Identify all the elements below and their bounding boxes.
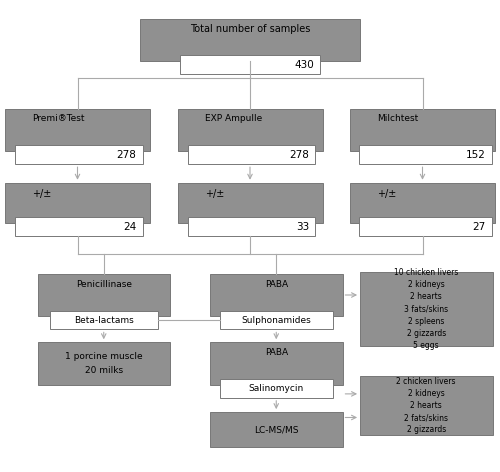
FancyBboxPatch shape bbox=[360, 376, 492, 435]
Text: +/±: +/± bbox=[205, 189, 224, 200]
Text: 278: 278 bbox=[116, 150, 136, 160]
FancyBboxPatch shape bbox=[5, 109, 150, 151]
Text: Total number of samples: Total number of samples bbox=[190, 24, 310, 34]
FancyBboxPatch shape bbox=[359, 145, 492, 164]
Text: 278: 278 bbox=[289, 150, 309, 160]
Text: LC-MS/MS: LC-MS/MS bbox=[254, 425, 298, 434]
Text: 2 chicken livers
2 kidneys
2 hearts
2 fats/skins
2 gizzards: 2 chicken livers 2 kidneys 2 hearts 2 fa… bbox=[396, 377, 456, 435]
FancyBboxPatch shape bbox=[210, 412, 342, 447]
FancyBboxPatch shape bbox=[178, 109, 322, 151]
Text: EXP Ampulle: EXP Ampulle bbox=[205, 114, 262, 124]
Text: Premi®Test: Premi®Test bbox=[32, 114, 85, 124]
FancyBboxPatch shape bbox=[220, 379, 332, 398]
FancyBboxPatch shape bbox=[140, 19, 360, 61]
Text: 10 chicken livers
2 kidneys
2 hearts
3 fats/skins
2 spleens
2 gizzards
5 eggs: 10 chicken livers 2 kidneys 2 hearts 3 f… bbox=[394, 268, 458, 350]
FancyBboxPatch shape bbox=[178, 183, 322, 223]
Text: 27: 27 bbox=[472, 221, 486, 232]
FancyBboxPatch shape bbox=[360, 272, 492, 346]
Text: 24: 24 bbox=[123, 221, 136, 232]
Text: PABA: PABA bbox=[264, 348, 288, 357]
Text: Milchtest: Milchtest bbox=[378, 114, 419, 124]
FancyBboxPatch shape bbox=[38, 342, 170, 385]
FancyBboxPatch shape bbox=[15, 145, 142, 164]
FancyBboxPatch shape bbox=[50, 311, 158, 329]
Text: Beta-lactams: Beta-lactams bbox=[74, 315, 134, 325]
Text: Salinomycin: Salinomycin bbox=[248, 384, 304, 393]
FancyBboxPatch shape bbox=[188, 217, 315, 236]
FancyBboxPatch shape bbox=[350, 183, 495, 223]
FancyBboxPatch shape bbox=[38, 274, 170, 316]
Text: Penicillinase: Penicillinase bbox=[76, 279, 132, 289]
Text: PABA: PABA bbox=[264, 279, 288, 289]
FancyBboxPatch shape bbox=[5, 183, 150, 223]
FancyBboxPatch shape bbox=[350, 109, 495, 151]
Text: 152: 152 bbox=[466, 150, 485, 160]
Text: +/±: +/± bbox=[32, 189, 52, 200]
FancyBboxPatch shape bbox=[210, 342, 342, 385]
Text: 1 porcine muscle
20 milks: 1 porcine muscle 20 milks bbox=[65, 352, 142, 375]
Text: 430: 430 bbox=[294, 59, 314, 70]
Text: 33: 33 bbox=[296, 221, 309, 232]
FancyBboxPatch shape bbox=[180, 55, 320, 74]
FancyBboxPatch shape bbox=[359, 217, 492, 236]
FancyBboxPatch shape bbox=[188, 145, 315, 164]
FancyBboxPatch shape bbox=[210, 274, 342, 316]
Text: Sulphonamides: Sulphonamides bbox=[242, 315, 311, 325]
Text: +/±: +/± bbox=[378, 189, 397, 200]
FancyBboxPatch shape bbox=[220, 311, 332, 329]
FancyBboxPatch shape bbox=[15, 217, 142, 236]
